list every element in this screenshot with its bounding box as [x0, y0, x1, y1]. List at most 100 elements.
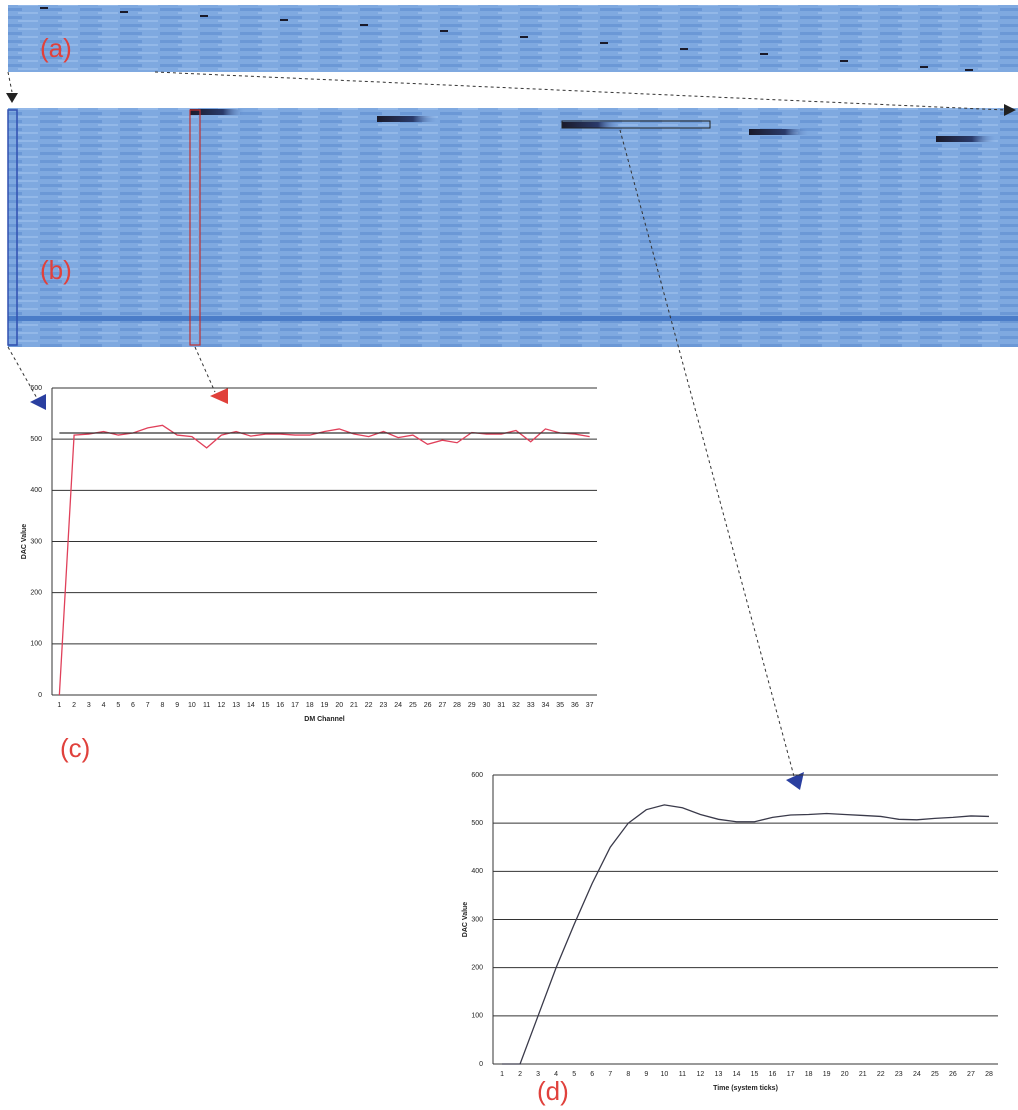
panel-label: (b)	[40, 255, 72, 285]
x-tick-label: 36	[571, 702, 579, 709]
y-tick-label: 0	[38, 692, 42, 699]
x-tick-label: 25	[931, 1071, 939, 1078]
x-tick-label: 3	[87, 702, 91, 709]
x-tick-label: 9	[644, 1071, 648, 1078]
heatmap-b	[8, 108, 1018, 347]
panel-label: (a)	[40, 33, 72, 63]
x-axis-label: DM Channel	[304, 716, 345, 723]
y-tick-label: 100	[30, 641, 42, 648]
x-tick-label: 12	[697, 1071, 705, 1078]
x-tick-label: 28	[985, 1071, 993, 1078]
arrowhead	[786, 772, 804, 790]
y-tick-label: 500	[471, 820, 483, 827]
y-tick-label: 300	[30, 538, 42, 545]
y-tick-label: 200	[471, 965, 483, 972]
y-tick-label: 100	[471, 1013, 483, 1020]
panel-label: (c)	[60, 733, 90, 763]
y-tick-label: 200	[30, 590, 42, 597]
heatmap-a	[8, 5, 1018, 72]
arrowhead	[30, 394, 46, 410]
x-tick-label: 17	[787, 1071, 795, 1078]
x-tick-label: 7	[146, 702, 150, 709]
x-tick-label: 35	[556, 702, 564, 709]
heatmap-stripe	[8, 316, 1018, 321]
connectors	[7, 71, 1006, 781]
x-tick-label: 27	[967, 1071, 975, 1078]
x-axis-label: Time (system ticks)	[713, 1085, 778, 1092]
y-tick-label: 600	[30, 385, 42, 392]
x-tick-label: 23	[380, 702, 388, 709]
x-tick-label: 10	[188, 702, 196, 709]
y-axis-label: DAC Value	[21, 524, 28, 560]
x-tick-label: 12	[217, 702, 225, 709]
arrowhead	[210, 388, 228, 404]
x-tick-label: 5	[572, 1071, 576, 1078]
x-tick-label: 16	[769, 1071, 777, 1078]
series-line	[502, 804, 989, 1065]
x-tick-label: 13	[715, 1071, 723, 1078]
x-tick-label: 11	[203, 702, 210, 709]
y-tick-label: 500	[30, 436, 42, 443]
arrowhead	[6, 93, 18, 103]
x-tick-label: 17	[291, 702, 299, 709]
x-tick-label: 18	[306, 702, 314, 709]
x-tick-label: 24	[394, 702, 402, 709]
y-tick-label: 400	[30, 487, 42, 494]
x-tick-label: 1	[57, 702, 61, 709]
x-tick-label: 20	[335, 702, 343, 709]
time-box	[561, 120, 711, 129]
x-tick-label: 9	[175, 702, 179, 709]
x-tick-label: 19	[823, 1071, 831, 1078]
x-tick-label: 28	[453, 702, 461, 709]
arrowhead	[1004, 104, 1016, 116]
x-tick-label: 15	[751, 1071, 759, 1078]
x-tick-label: 10	[660, 1071, 668, 1078]
x-tick-label: 15	[262, 702, 270, 709]
x-tick-label: 11	[679, 1071, 686, 1078]
x-tick-label: 25	[409, 702, 417, 709]
x-tick-label: 23	[895, 1071, 903, 1078]
x-tick-label: 22	[365, 702, 373, 709]
x-tick-label: 14	[733, 1071, 741, 1078]
x-tick-label: 19	[321, 702, 329, 709]
x-tick-label: 8	[626, 1071, 630, 1078]
x-tick-label: 20	[841, 1071, 849, 1078]
x-tick-label: 1	[500, 1071, 504, 1078]
x-tick-label: 3	[536, 1071, 540, 1078]
x-tick-label: 16	[276, 702, 284, 709]
series-line	[58, 424, 590, 696]
x-tick-label: 21	[859, 1071, 867, 1078]
y-axis-label: DAC Value	[462, 902, 469, 938]
y-tick-label: 400	[471, 868, 483, 875]
channel-box	[189, 109, 201, 346]
x-tick-label: 14	[247, 702, 255, 709]
x-tick-label: 37	[586, 702, 594, 709]
x-tick-label: 5	[116, 702, 120, 709]
x-tick-label: 4	[102, 702, 106, 709]
y-tick-label: 0	[479, 1061, 483, 1068]
x-tick-label: 7	[608, 1071, 612, 1078]
x-tick-label: 21	[350, 702, 358, 709]
x-tick-label: 34	[542, 702, 550, 709]
channel-box	[7, 109, 18, 346]
heatmap-b-bars	[190, 109, 996, 142]
x-tick-label: 32	[512, 702, 520, 709]
x-tick-label: 33	[527, 702, 535, 709]
panel-label: (d)	[537, 1076, 569, 1106]
heatmap-a-dots	[40, 7, 973, 71]
x-tick-label: 24	[913, 1071, 921, 1078]
x-tick-label: 30	[483, 702, 491, 709]
x-tick-label: 4	[554, 1071, 558, 1078]
x-tick-label: 18	[805, 1071, 813, 1078]
y-tick-label: 300	[471, 916, 483, 923]
x-tick-label: 29	[468, 702, 476, 709]
x-tick-label: 27	[438, 702, 446, 709]
x-tick-label: 6	[131, 702, 135, 709]
y-tick-label: 600	[471, 772, 483, 779]
x-tick-label: 22	[877, 1071, 885, 1078]
x-tick-label: 13	[232, 702, 240, 709]
x-tick-label: 26	[949, 1071, 957, 1078]
x-tick-label: 31	[497, 702, 505, 709]
x-tick-label: 2	[72, 702, 76, 709]
